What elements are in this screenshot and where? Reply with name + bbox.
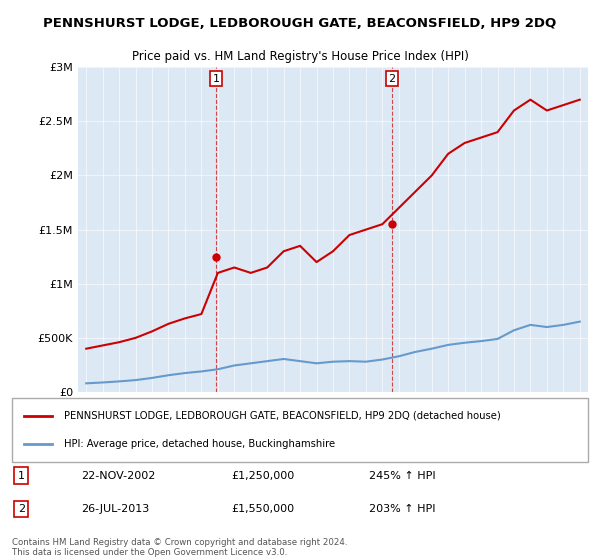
Text: 203% ↑ HPI: 203% ↑ HPI	[369, 504, 436, 514]
Text: PENNSHURST LODGE, LEDBOROUGH GATE, BEACONSFIELD, HP9 2DQ: PENNSHURST LODGE, LEDBOROUGH GATE, BEACO…	[43, 17, 557, 30]
Text: 2: 2	[388, 74, 395, 83]
Text: HPI: Average price, detached house, Buckinghamshire: HPI: Average price, detached house, Buck…	[64, 439, 335, 449]
Text: 2: 2	[18, 504, 25, 514]
FancyBboxPatch shape	[12, 398, 588, 462]
Text: 1: 1	[212, 74, 220, 83]
Text: Price paid vs. HM Land Registry's House Price Index (HPI): Price paid vs. HM Land Registry's House …	[131, 50, 469, 63]
Text: Contains HM Land Registry data © Crown copyright and database right 2024.
This d: Contains HM Land Registry data © Crown c…	[12, 538, 347, 557]
Text: 26-JUL-2013: 26-JUL-2013	[81, 504, 149, 514]
Text: £1,550,000: £1,550,000	[231, 504, 294, 514]
Text: £1,250,000: £1,250,000	[231, 470, 294, 480]
Text: 22-NOV-2002: 22-NOV-2002	[81, 470, 155, 480]
Text: PENNSHURST LODGE, LEDBOROUGH GATE, BEACONSFIELD, HP9 2DQ (detached house): PENNSHURST LODGE, LEDBOROUGH GATE, BEACO…	[64, 410, 500, 421]
Text: 1: 1	[18, 470, 25, 480]
Text: 245% ↑ HPI: 245% ↑ HPI	[369, 470, 436, 480]
